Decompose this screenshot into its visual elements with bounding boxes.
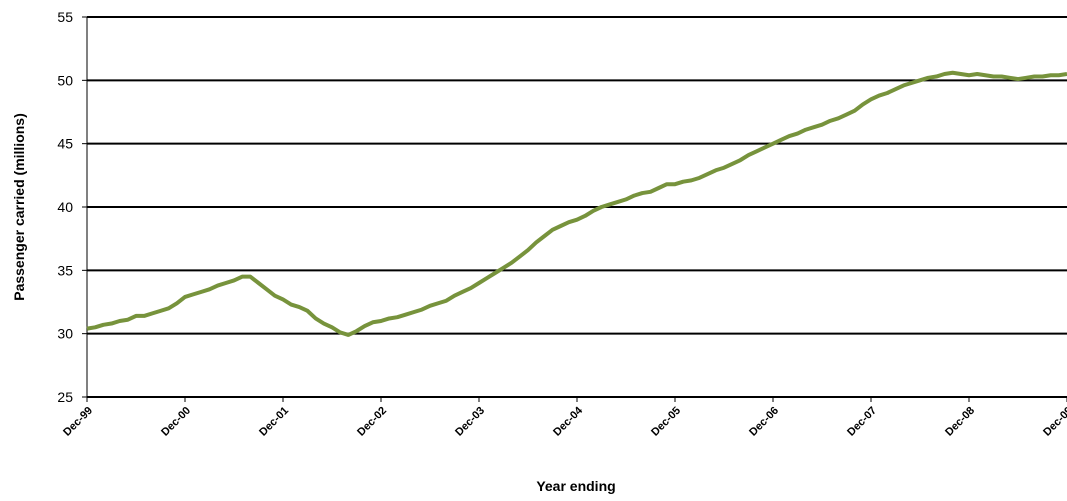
x-tick-label: Dec-05 (649, 405, 683, 439)
data-line (86, 70, 1067, 337)
y-axis-title: Passenger carried (millions) (11, 113, 27, 301)
y-tick-label: 50 (57, 72, 73, 88)
y-tick-label: 40 (57, 199, 73, 215)
x-tick-label: Dec-06 (747, 405, 781, 439)
x-tick-label: Dec-03 (453, 405, 487, 439)
x-tick-label: Dec-07 (845, 405, 879, 439)
y-tick-label: 55 (57, 9, 73, 25)
y-tick-label: 35 (57, 262, 73, 278)
x-tick-label: Dec-09 (1041, 405, 1067, 439)
y-tick-label: 30 (57, 326, 73, 342)
x-tick-label: Dec-00 (159, 405, 193, 439)
x-tick-label: Dec-08 (943, 405, 977, 439)
x-tick-label: Dec-01 (257, 405, 291, 439)
x-tick-label: Dec-02 (355, 405, 389, 439)
y-tick-label: 45 (57, 136, 73, 152)
x-axis-title: Year ending (536, 478, 615, 494)
x-tick-label: Dec-04 (551, 404, 586, 439)
y-tick-label: 25 (57, 389, 73, 405)
x-tick-label: Dec-99 (61, 405, 95, 439)
